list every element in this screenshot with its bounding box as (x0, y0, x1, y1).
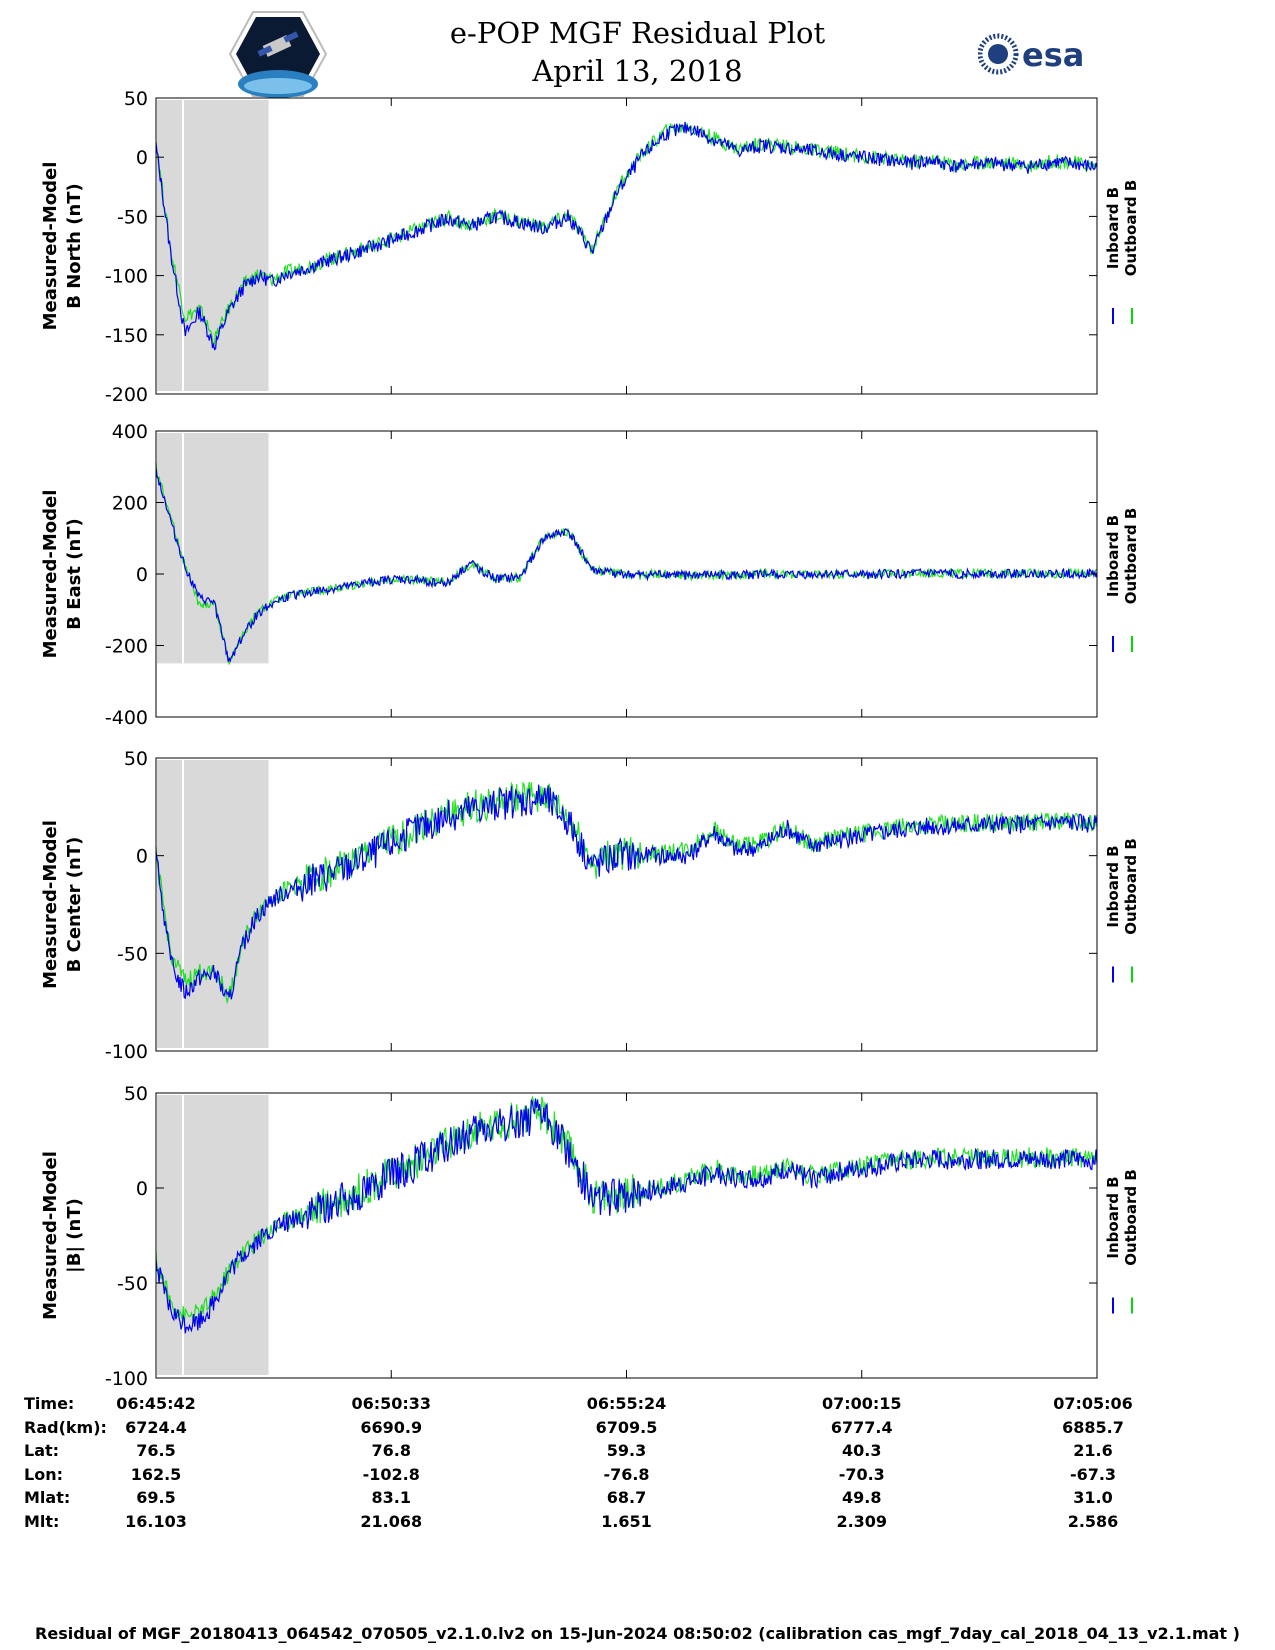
legend-label-outboard: Outboard B (1122, 838, 1140, 935)
legend-label-inboard: Inboard B (1104, 1176, 1122, 1258)
ephemeris-value: -76.8 (603, 1464, 650, 1484)
chart-subtitle-date: April 13, 2018 (532, 54, 743, 88)
y-axis-label: Measured-Model (40, 1151, 61, 1320)
shaded-region (157, 760, 269, 1048)
outboard-series-line-1 (155, 122, 1098, 349)
ephemeris-row-label: Lon: (24, 1464, 63, 1484)
plot-frame (155, 1092, 1098, 1379)
ephemeris-value: 06:55:24 (586, 1394, 667, 1413)
ephemeris-value: 6777.4 (830, 1417, 893, 1437)
ephemeris-row: Mlt: 16.103 21.068 1.651 2.309 2.586 (0, 1512, 1275, 1536)
ephemeris-value: 2.309 (836, 1511, 888, 1531)
y-tick-label: -50 (117, 943, 148, 965)
esa-logo-text: esa (1022, 36, 1084, 74)
legend-label-inboard: Inboard B (1104, 515, 1122, 597)
y-tick-label: -50 (117, 1273, 148, 1295)
y-tick-label: 0 (136, 147, 148, 169)
ephemeris-value: 49.8 (842, 1488, 882, 1507)
ephemeris-value: 07:05:06 (1053, 1394, 1133, 1413)
file-caption: Residual of MGF_20180413_064542_070505_v… (35, 1624, 1240, 1643)
inboard-series-line-4 (155, 1098, 1098, 1334)
y-tick-label: -100 (105, 266, 148, 288)
y-tick-label: 0 (136, 846, 148, 868)
ephemeris-row-label: Mlt: (24, 1511, 60, 1531)
y-axis-label: B Center (nT) (64, 837, 85, 973)
y-axis-label: |B| (nT) (64, 1198, 85, 1273)
y-tick-label: -100 (105, 1041, 148, 1063)
ephemeris-value: 07:00:15 (821, 1394, 902, 1413)
ephemeris-value: 59.3 (606, 1441, 647, 1460)
y-axis-label: Measured-Model (40, 490, 61, 659)
legend-label-outboard: Outboard B (1122, 180, 1140, 277)
legend-label-outboard: Outboard B (1122, 508, 1140, 605)
ephemeris-value: 1.651 (601, 1511, 652, 1531)
outboard-series-line-4 (155, 1095, 1098, 1325)
ephemeris-row: Lat: 76.5 76.8 59.3 40.3 21.6 (0, 1441, 1275, 1465)
y-tick-label: 0 (136, 564, 148, 586)
ephemeris-value: 6690.9 (360, 1417, 423, 1437)
ephemeris-value: 40.3 (842, 1441, 882, 1460)
ephemeris-row: Mlat: 69.5 83.1 68.7 49.8 31.0 (0, 1488, 1275, 1512)
legend-label-inboard: Inboard B (1104, 845, 1122, 927)
y-tick-label: -200 (105, 384, 148, 406)
inboard-series-line-3 (155, 784, 1098, 1000)
y-tick-label: -200 (105, 636, 148, 658)
inboard-series-line-1 (155, 121, 1098, 351)
y-tick-label: -150 (105, 325, 148, 347)
legend-label-outboard: Outboard B (1122, 1169, 1140, 1266)
outboard-series-line-2 (155, 462, 1098, 665)
y-tick-label: 0 (136, 1178, 148, 1200)
ephemeris-value: -70.3 (838, 1464, 885, 1484)
shaded-region (157, 433, 269, 664)
y-axis-label: B North (nT) (64, 183, 85, 309)
inboard-series-line-2 (155, 468, 1098, 663)
y-axis-label: Measured-Model (40, 820, 61, 989)
ephemeris-value: 21.068 (360, 1511, 423, 1531)
ephemeris-value: 6885.7 (1062, 1417, 1124, 1437)
ephemeris-value: -67.3 (1069, 1464, 1117, 1484)
y-tick-label: 50 (124, 748, 148, 770)
ephemeris-value: 31.0 (1073, 1488, 1113, 1507)
ephemeris-value: 76.5 (136, 1441, 176, 1460)
ephemeris-value: -102.8 (362, 1464, 420, 1484)
ephemeris-value: 68.7 (606, 1488, 647, 1507)
ephemeris-row-label: Mlat: (24, 1488, 71, 1507)
ephemeris-value: 21.6 (1073, 1441, 1113, 1460)
plot-frame (155, 97, 1098, 395)
y-tick-label: 200 (112, 493, 148, 515)
plot-frame (155, 757, 1098, 1052)
chart-title: e-POP MGF Residual Plot (449, 16, 826, 50)
y-tick-label: 50 (124, 88, 148, 110)
ephemeris-value: 69.5 (136, 1488, 176, 1507)
y-tick-label: 400 (112, 421, 148, 443)
ephemeris-row-label: Rad(km): (24, 1417, 107, 1437)
cassiope-logo-icon (228, 11, 328, 98)
esa-logo-icon: esa (978, 33, 1084, 75)
ephemeris-value: 83.1 (371, 1488, 411, 1507)
y-tick-label: -50 (117, 206, 148, 228)
ephemeris-value: 06:45:42 (116, 1394, 196, 1413)
ephemeris-value: 162.5 (130, 1464, 182, 1484)
ephemeris-value: 06:50:33 (351, 1394, 432, 1413)
y-axis-label: B East (nT) (64, 518, 85, 630)
ephemeris-value: 2.586 (1067, 1511, 1119, 1531)
y-tick-label: -100 (105, 1368, 148, 1390)
ephemeris-row: Lon: 162.5 -102.8 -76.8 -70.3 -67.3 (0, 1465, 1275, 1489)
ephemeris-value: 76.8 (371, 1441, 411, 1460)
ephemeris-row-label: Lat: (24, 1441, 60, 1460)
y-tick-label: -400 (105, 707, 148, 729)
y-axis-label: Measured-Model (40, 162, 61, 331)
ephemeris-value: 16.103 (125, 1511, 187, 1531)
y-tick-label: 50 (124, 1083, 148, 1105)
ephemeris-value: 6724.4 (125, 1417, 187, 1437)
ephemeris-row: Time: 06:45:42 06:50:33 06:55:24 07:00:15 07:… (0, 1394, 1275, 1418)
ephemeris-value: 6709.5 (595, 1417, 658, 1437)
ephemeris-row-label: Time: (24, 1394, 75, 1413)
legend-label-inboard: Inboard B (1104, 187, 1122, 269)
ephemeris-row: Rad(km): 6724.4 6690.9 6709.5 6777.4 6885.7 (0, 1418, 1275, 1442)
shaded-region (157, 1095, 269, 1375)
